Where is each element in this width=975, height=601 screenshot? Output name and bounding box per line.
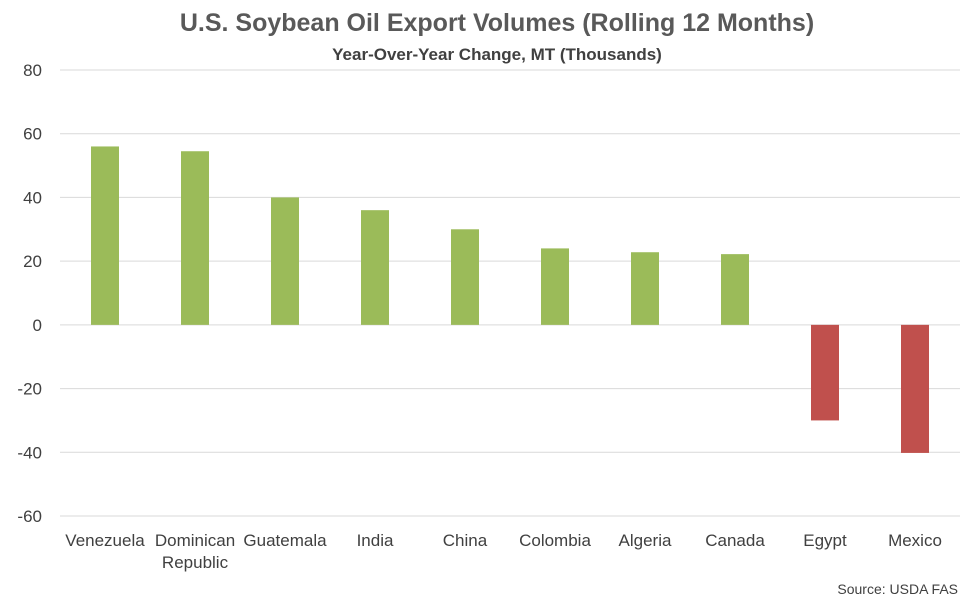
x-category-label: China	[443, 531, 488, 550]
chart-title: U.S. Soybean Oil Export Volumes (Rolling…	[180, 9, 814, 37]
x-category-label: Dominican	[155, 531, 235, 550]
bar	[901, 324, 929, 453]
x-category-label: Mexico	[888, 531, 942, 550]
y-axis-tick-labels: 80 60 40 20 0 -20 -40 -60	[17, 61, 42, 526]
bar	[811, 324, 839, 421]
y-tick-label: 80	[23, 61, 42, 80]
y-tick-label: 40	[23, 188, 42, 207]
source-note: Source: USDA FAS	[837, 581, 958, 597]
bar	[91, 146, 119, 325]
x-category-label: Algeria	[619, 531, 672, 550]
x-axis-category-labels: Venezuela Dominican Republic Guatemala India…	[65, 531, 942, 572]
x-category-label: Colombia	[519, 531, 591, 550]
bar	[361, 210, 389, 325]
bar	[721, 254, 749, 325]
bar	[631, 252, 659, 325]
y-tick-label: -60	[17, 507, 42, 526]
y-tick-label: 0	[33, 316, 42, 335]
x-category-label: Republic	[162, 553, 229, 572]
x-category-label: Venezuela	[65, 531, 145, 550]
x-category-label: India	[357, 531, 394, 550]
gridlines	[60, 69, 960, 517]
chart-subtitle: Year-Over-Year Change, MT (Thousands)	[332, 45, 662, 64]
bar	[271, 197, 299, 325]
y-tick-label: 60	[23, 125, 42, 144]
x-category-label: Canada	[705, 531, 765, 550]
bar	[541, 248, 569, 325]
bar	[451, 229, 479, 325]
x-category-label: Egypt	[803, 531, 847, 550]
bar	[181, 151, 209, 325]
y-tick-label: -20	[17, 380, 42, 399]
y-tick-label: 20	[23, 252, 42, 271]
x-category-label: Guatemala	[243, 531, 327, 550]
y-tick-label: -40	[17, 443, 42, 462]
bars	[91, 146, 929, 453]
